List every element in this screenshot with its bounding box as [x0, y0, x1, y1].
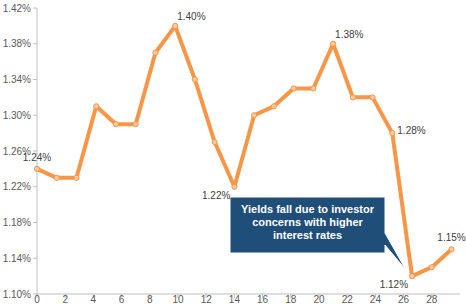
y-tick [33, 222, 37, 223]
chart: 1.10%1.14%1.18%1.22%1.26%1.30%1.34%1.38%… [0, 0, 466, 304]
y-tick-label: 1.14% [3, 253, 31, 264]
marker [271, 104, 276, 109]
plot-area [34, 23, 454, 278]
marker [311, 86, 316, 91]
x-tick-label: 16 [257, 294, 269, 304]
y-tick-label: 1.42% [3, 3, 31, 14]
y-tick [33, 79, 37, 80]
marker [153, 50, 158, 55]
annotation-line: Yields fall due to investor [241, 203, 375, 215]
x-tick-label: 26 [398, 294, 410, 304]
y-tick-label: 1.18% [3, 217, 31, 228]
y-tick [33, 115, 37, 116]
x-tick-label: 6 [119, 294, 125, 304]
x-tick-label: 24 [370, 294, 382, 304]
x-tick-label: 18 [285, 294, 297, 304]
marker [331, 41, 336, 46]
line [37, 26, 452, 276]
marker [212, 139, 217, 144]
marker [370, 95, 375, 100]
y-tick-label: 1.38% [3, 38, 31, 49]
data-label: 1.15% [437, 232, 465, 243]
marker [232, 184, 237, 189]
y-tick-label: 1.30% [3, 110, 31, 121]
marker [173, 23, 178, 28]
data-label: 1.24% [23, 152, 51, 163]
marker [34, 166, 39, 171]
y-tick [33, 43, 37, 44]
data-label: 1.40% [177, 11, 205, 22]
marker [252, 113, 257, 118]
x-tick-label: 8 [147, 294, 153, 304]
x-tick-label: 14 [229, 294, 241, 304]
marker [429, 265, 434, 270]
marker [409, 274, 414, 279]
marker [291, 86, 296, 91]
y-tick-label: 1.10% [3, 289, 31, 300]
y-tick-label: 1.22% [3, 181, 31, 192]
y-tick-label: 1.34% [3, 74, 31, 85]
marker [133, 122, 138, 127]
marker [74, 175, 79, 180]
annotation-line: concerns with higher [252, 216, 363, 228]
marker [449, 247, 454, 252]
y-tick [33, 8, 37, 9]
marker [192, 77, 197, 82]
x-tick-label: 4 [91, 294, 97, 304]
y-tick [33, 258, 37, 259]
marker [350, 95, 355, 100]
x-axis [37, 294, 460, 295]
data-label: 1.38% [335, 29, 363, 40]
x-tick-label: 0 [34, 294, 40, 304]
x-tick-label: 2 [62, 294, 68, 304]
x-tick-label: 12 [201, 294, 213, 304]
annotation-line: interest rates [273, 229, 342, 241]
data-label: 1.28% [397, 125, 425, 136]
data-label: 1.12% [380, 279, 408, 290]
callout-box [230, 197, 406, 270]
x-tick-label: 20 [313, 294, 325, 304]
marker [113, 122, 118, 127]
x-tick-label: 10 [172, 294, 184, 304]
y-tick [33, 186, 37, 187]
x-tick-label: 22 [342, 294, 354, 304]
marker [54, 175, 59, 180]
x-tick-label: 28 [426, 294, 438, 304]
marker [94, 104, 99, 109]
annotation: Yields fall due to investorconcerns with… [241, 203, 375, 241]
marker [390, 131, 395, 136]
data-label: 1.22% [202, 190, 230, 201]
